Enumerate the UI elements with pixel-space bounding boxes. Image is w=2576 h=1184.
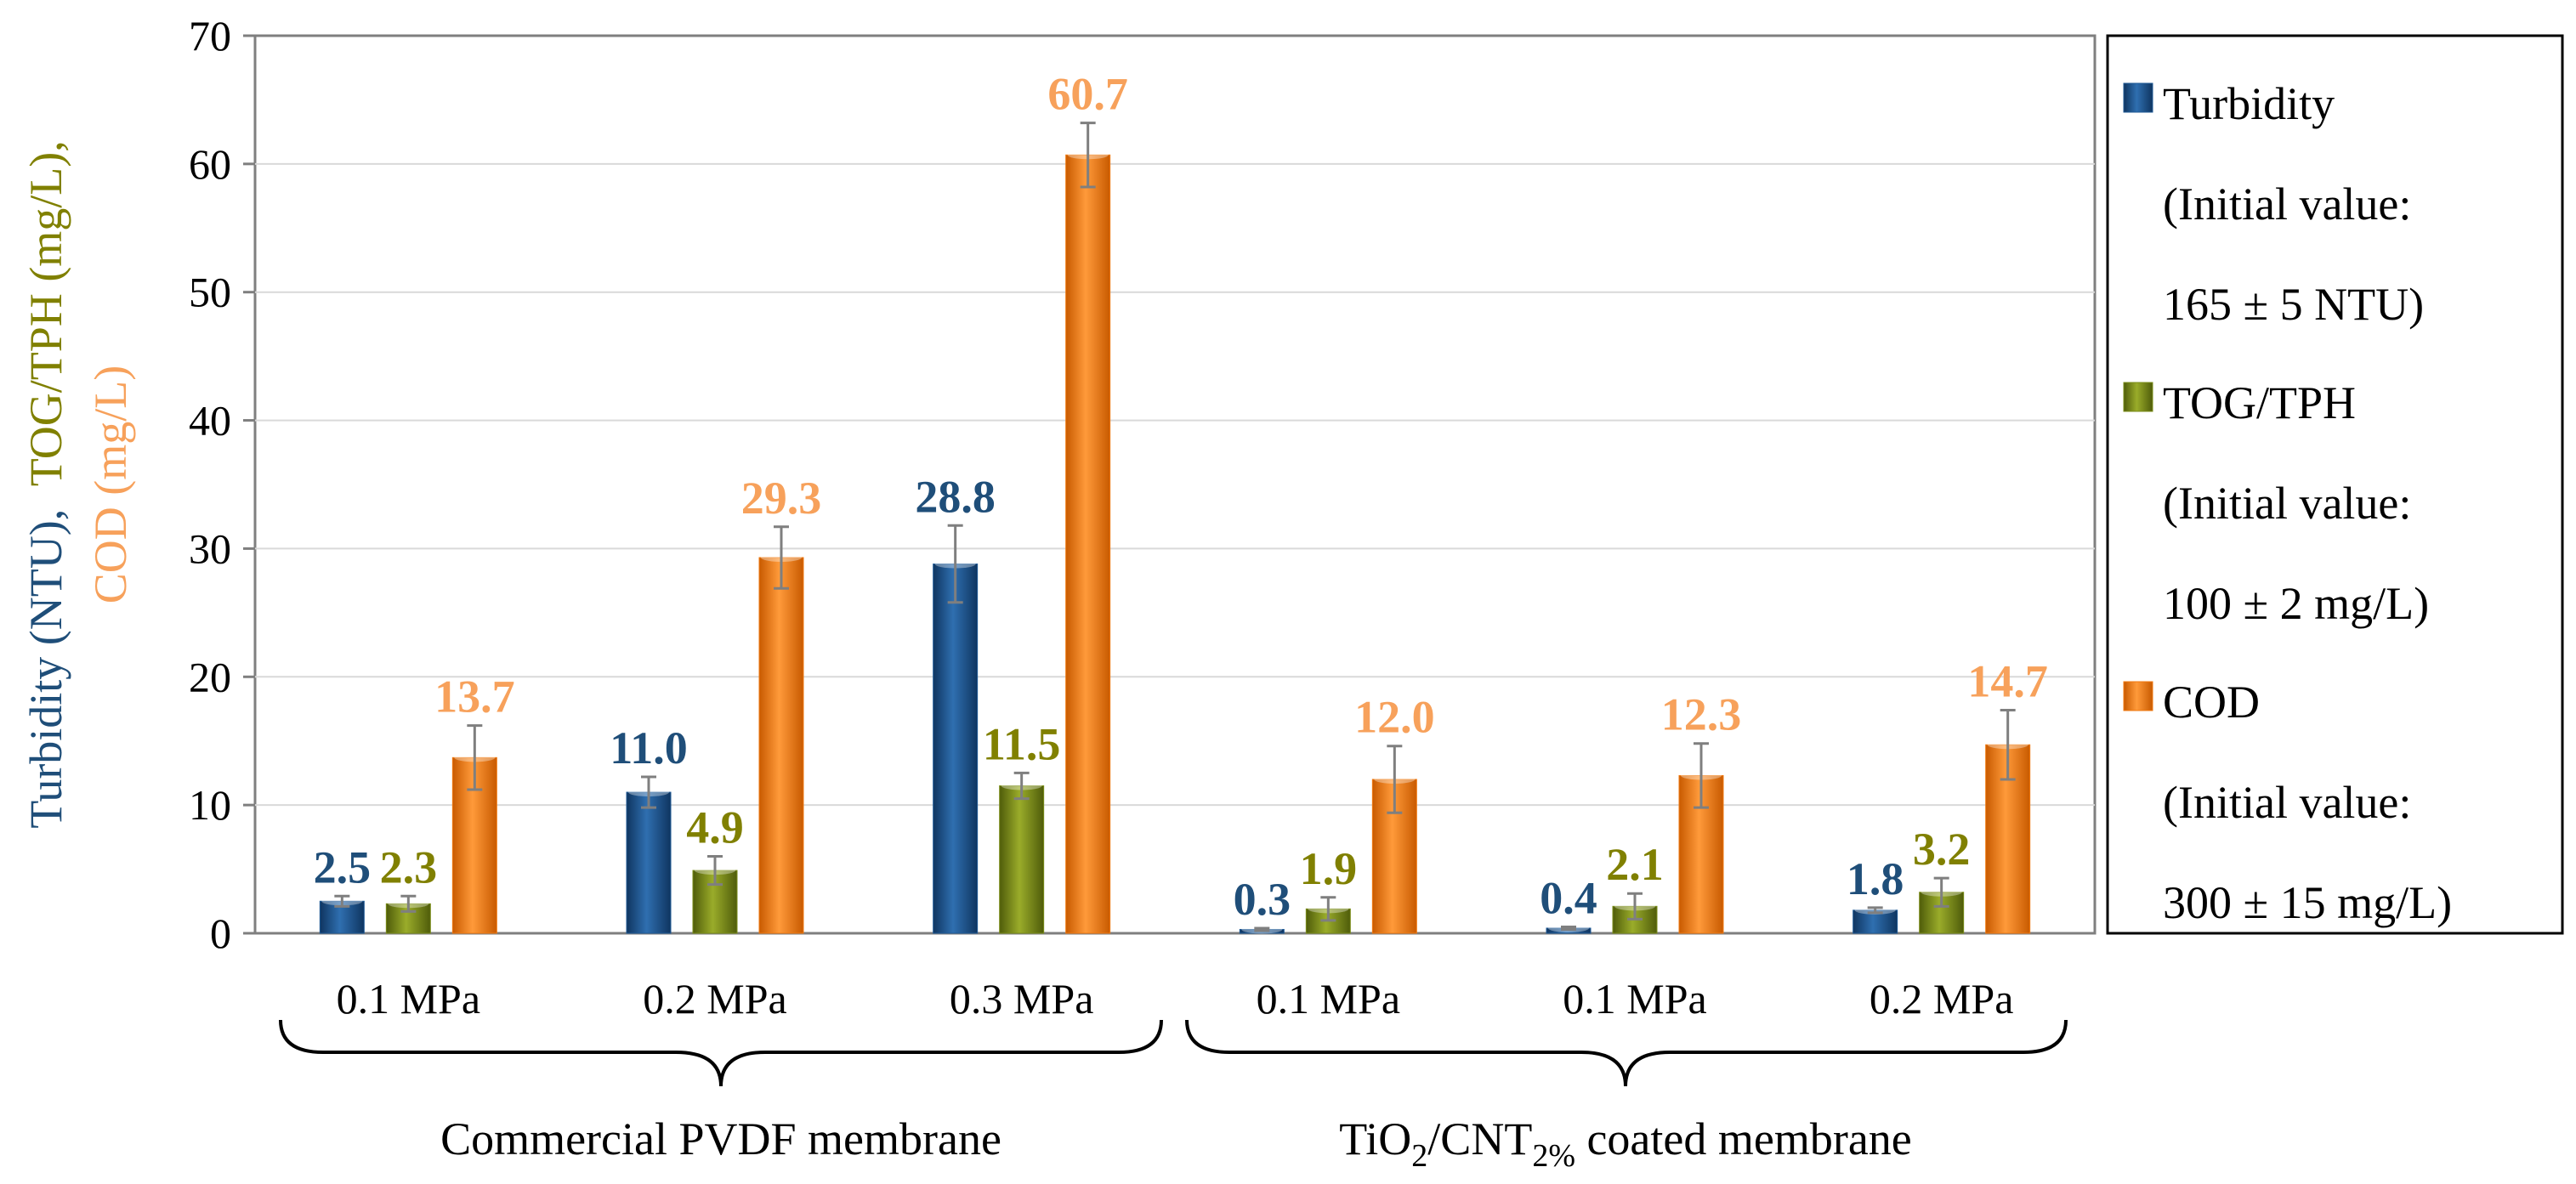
legend <box>2106 34 2564 935</box>
bar-togtph <box>999 785 1045 934</box>
bar-turbidity <box>1853 909 1898 934</box>
data-label: 29.3 <box>741 473 822 524</box>
y-tick-label: 50 <box>189 269 231 316</box>
legend-text: (Initial value: <box>2163 777 2411 828</box>
legend-text: 300 ± 15 mg/L) <box>2163 877 2452 928</box>
data-label: 11.5 <box>983 718 1061 769</box>
data-label: 0.3 <box>1234 874 1291 925</box>
data-label: 2.3 <box>380 841 438 892</box>
y-tick-label: 60 <box>189 140 231 188</box>
bar-turbidity <box>933 564 979 934</box>
data-labels: 2.5 11.0 28.8 0.3 0.4 1.8 2.3 4.9 11.5 1.9 2.1 3.2 1… <box>314 69 2048 925</box>
y-tick-label: 30 <box>189 524 231 572</box>
y-tick-label: 0 <box>210 909 231 957</box>
legend-text: TOG/TPH <box>2163 377 2356 428</box>
bar-cod <box>1065 154 1111 934</box>
legend-text: (Initial value: <box>2163 478 2411 529</box>
plot-area <box>253 34 2097 935</box>
y-tick-label: 10 <box>189 781 231 829</box>
data-label: 12.0 <box>1354 692 1435 743</box>
error-bars <box>334 122 2016 932</box>
data-label: 1.9 <box>1300 843 1358 894</box>
bars <box>319 150 2031 934</box>
y-tick-label: 40 <box>189 397 231 445</box>
legend-text: COD <box>2163 677 2260 728</box>
bar-cod <box>758 557 804 934</box>
x-tick-label: 0.2 MPa <box>643 975 786 1023</box>
data-label: 4.9 <box>686 802 744 853</box>
bar-turbidity <box>626 791 672 934</box>
y-axis-title: Turbidity (NTU), TOG/TPH (mg/L), <box>20 140 71 829</box>
data-label: 3.2 <box>1913 824 1971 875</box>
data-label: 11.0 <box>610 722 688 773</box>
group-label-part: coated membrane <box>1575 1113 1912 1164</box>
x-tick-label: 0.3 MPa <box>950 975 1093 1023</box>
group-label-part: 2 <box>1411 1138 1427 1174</box>
group-label-commercial: Commercial PVDF membrane <box>440 1113 1001 1164</box>
gridlines <box>255 162 2095 807</box>
legend-swatch-2 <box>2123 681 2153 711</box>
data-label: 2.5 <box>314 841 372 892</box>
group-label-part: /CNT <box>1427 1113 1532 1164</box>
data-label: 13.7 <box>434 671 515 722</box>
group-label-coated: TiO2/CNT2% coated membrane <box>1339 1113 1912 1174</box>
legend-text: (Initial value: <box>2163 178 2411 229</box>
x-tick-label: 0.2 MPa <box>1870 975 2013 1023</box>
data-label: 1.8 <box>1847 853 1904 904</box>
group-label-part: 2% <box>1532 1138 1575 1174</box>
data-label: 28.8 <box>915 471 996 522</box>
data-label: 60.7 <box>1047 69 1128 120</box>
y-axis-title-cod: COD (mg/L) <box>85 365 136 603</box>
y-tick-label: 20 <box>189 653 231 700</box>
data-label: 2.1 <box>1606 839 1664 890</box>
group-label-part: TiO <box>1339 1113 1411 1164</box>
data-label: 14.7 <box>1967 656 2048 707</box>
legend-text: Turbidity <box>2163 78 2335 129</box>
legend-text: 100 ± 2 mg/L) <box>2163 578 2429 629</box>
y-tick-label: 70 <box>189 12 231 59</box>
legend-swatch-0 <box>2123 82 2153 113</box>
legend-swatch-1 <box>2123 382 2153 412</box>
group-brace-coated <box>1185 1019 2068 1087</box>
x-tick-label: 0.1 MPa <box>337 975 480 1023</box>
bar-turbidity <box>319 900 365 934</box>
group-brace-commercial <box>279 1019 1163 1087</box>
legend-text: 165 ± 5 NTU) <box>2163 279 2424 330</box>
x-tick-label: 0.1 MPa <box>1563 975 1706 1023</box>
y-axis: 0 10 20 30 40 50 60 70 <box>189 12 255 957</box>
x-tick-label: 0.1 MPa <box>1257 975 1400 1023</box>
x-axis: 0.1 MPa 0.2 MPa 0.3 MPa 0.1 MPa 0.1 MPa 0.2 M… <box>337 975 2014 1023</box>
data-label: 0.4 <box>1540 872 1597 923</box>
y-axis-title-tog: TOG/TPH (mg/L), <box>20 140 71 486</box>
y-axis-title-turbidity: Turbidity (NTU), <box>20 509 71 829</box>
legend-items: Turbidity (Initial value: 165 ± 5 NTU) TOG/… <box>2123 78 2452 928</box>
data-label: 12.3 <box>1661 689 1742 740</box>
